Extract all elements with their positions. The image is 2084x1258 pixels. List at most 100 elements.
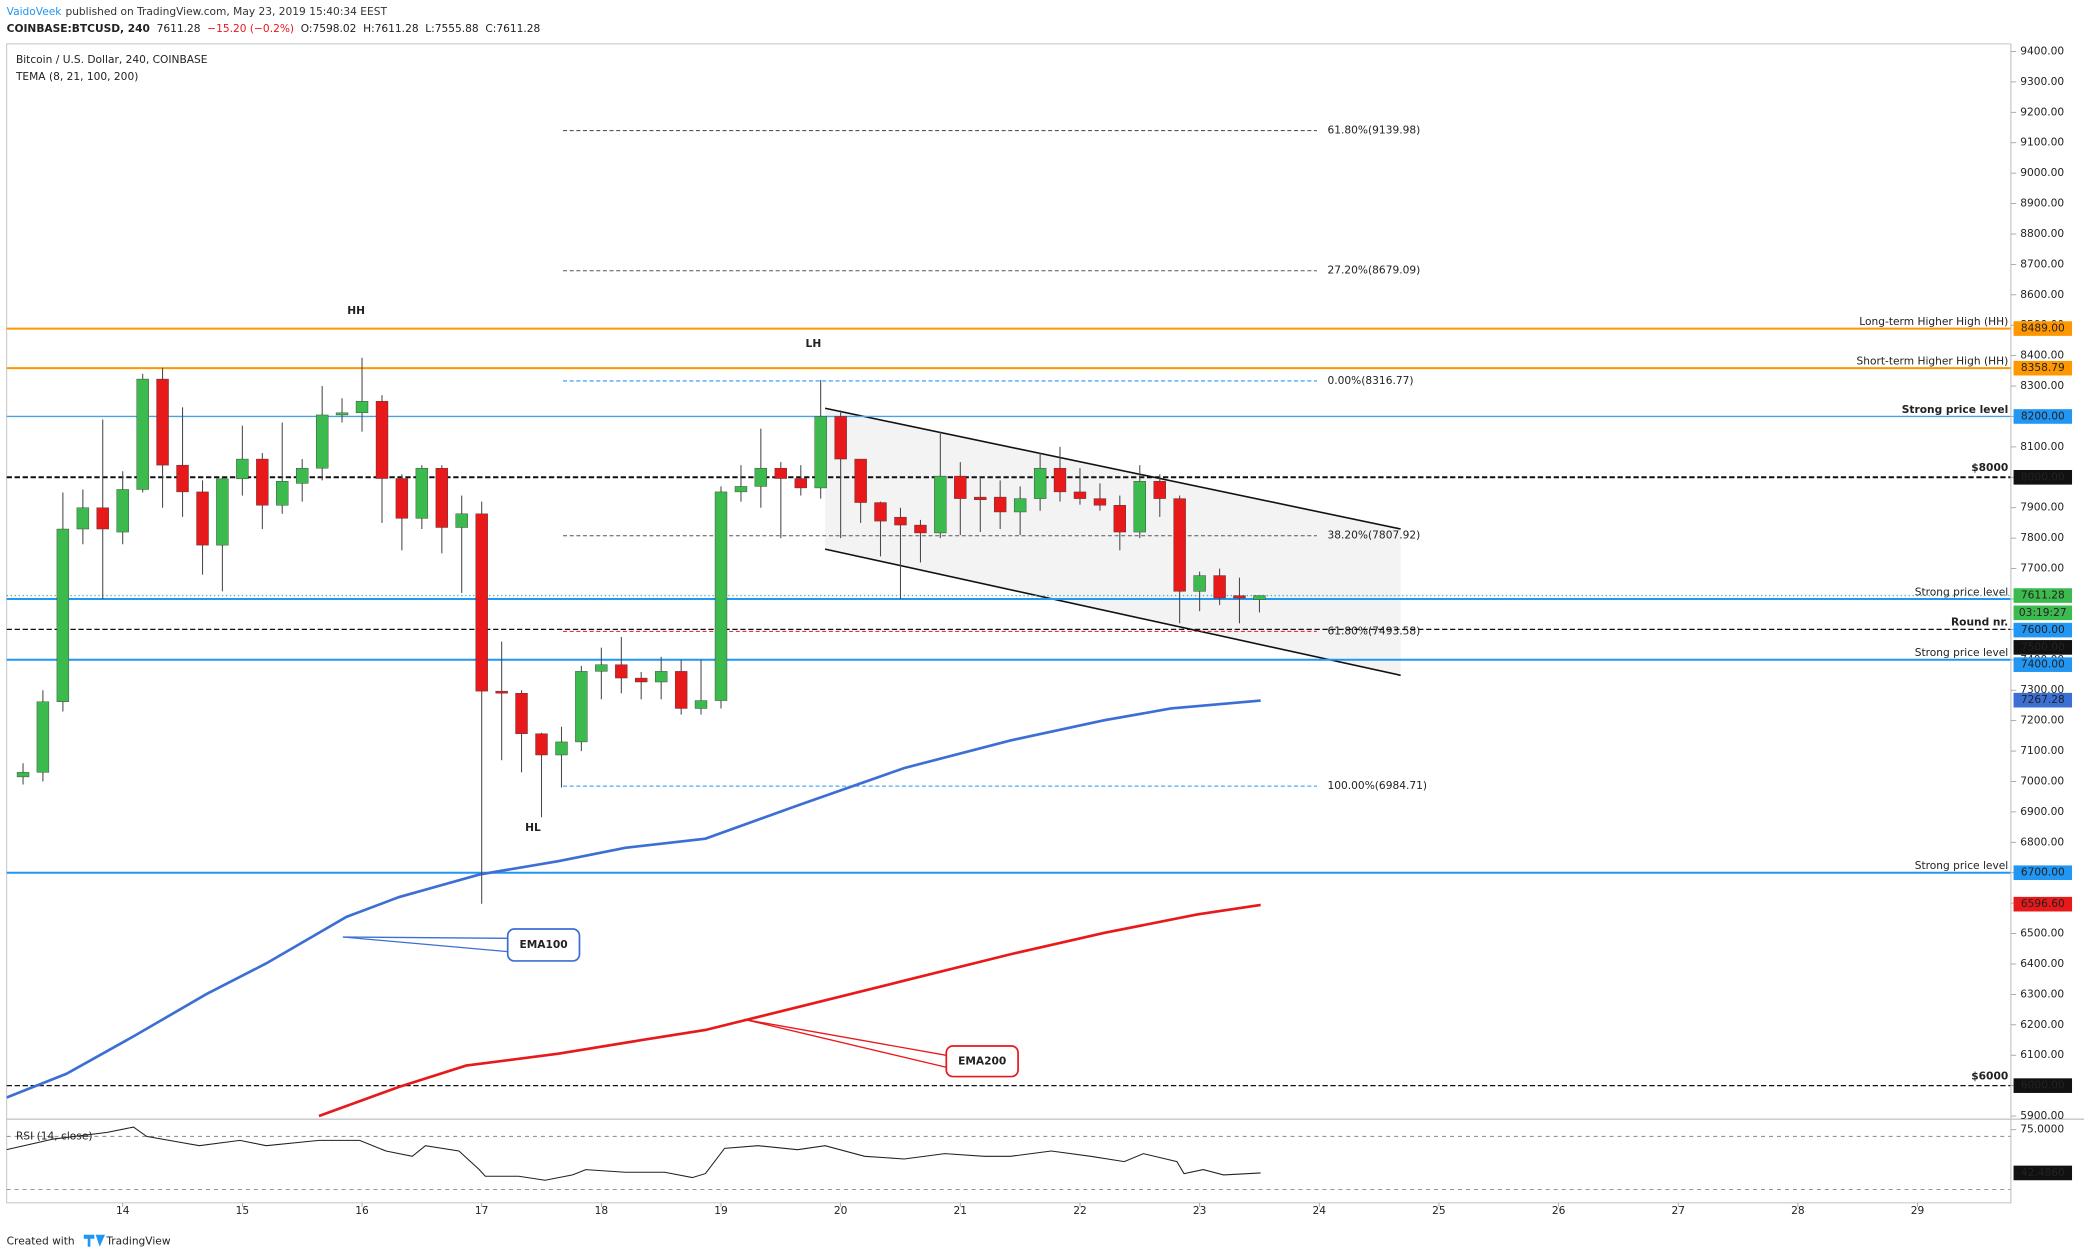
candle-body [734,486,748,493]
candle-body [435,467,449,528]
fib-label: 61.80%(7493.58) [1328,624,1421,637]
ema-line [6,699,1261,1099]
price-tag-label: 7600.00 [2021,623,2065,636]
candle-body [455,513,468,528]
candle-body [615,664,628,679]
y-tick-label: 9200.00 [2020,105,2064,118]
candle-body [96,507,109,530]
candle-body [1093,498,1107,506]
main-pane: 61.80%(9139.98) 27.20%(8679.09) 0.00%(8316… [6,124,2011,1118]
y-tick-label: 9000.00 [2020,166,2064,179]
rsi-y-tick-label: 75.0000 [2020,1123,2064,1136]
candle-body [794,478,807,489]
candle-body [954,475,967,499]
x-tick-label: 22 [1073,1204,1087,1217]
y-tick-label: 9300.00 [2020,75,2064,88]
price-level-label: Short-term Higher High (HH) [1857,355,2009,368]
candle-body [156,378,169,466]
candle-body [1233,595,1246,599]
candle-body [1033,467,1047,499]
price-tag-label: 8200.00 [2021,409,2065,422]
rsi-value-label: 42.4860 [2021,1166,2065,1179]
price-level-label: Long-term Higher High (HH) [1859,315,2008,328]
candle-body [136,378,149,490]
candle-body [1193,575,1206,592]
callout-text: EMA200 [958,1054,1006,1067]
countdown-label: 03:19:27 [2019,606,2067,619]
countdown-tag [2013,605,2073,621]
x-tick-label: 25 [1432,1204,1446,1217]
candle-body [256,458,269,506]
x-tick-label: 19 [714,1204,728,1217]
y-tick-label: 6500.00 [2020,927,2064,940]
channel-line [824,548,1401,677]
price-level-label: Strong price level [1915,646,2009,659]
y-tick-label: 8700.00 [2020,257,2064,270]
price-tag [2013,588,2073,603]
open: O:7598.02 [301,22,357,35]
fib-label: 27.20%(8679.09) [1328,264,1421,277]
x-tick-label: 21 [954,1204,968,1217]
author[interactable]: VaidoVeek [7,5,63,18]
candle-body [276,481,289,506]
y-tick-label: 8400.00 [2020,349,2064,362]
high: H:7611.28 [363,22,419,35]
callout-box [506,928,581,962]
x-tick-label: 14 [116,1204,130,1217]
price-tag [2013,409,2073,424]
y-tick-label: 8900.00 [2020,197,2064,210]
price-level-label: $6000 [1971,1069,2008,1082]
y-tick-label: 9400.00 [2020,44,2064,57]
candle-body [1173,498,1186,592]
candle-body [754,467,768,487]
price-tag-label: 8358.79 [2021,361,2065,374]
footer-brand[interactable]: TradingView [105,1234,171,1247]
candle-body [36,701,50,773]
x-tick-label: 24 [1313,1204,1327,1217]
candle-body [993,496,1007,513]
candle-body [495,690,508,694]
y-tick-label: 7700.00 [2020,562,2064,575]
candle-body [1253,595,1266,600]
price-level-label: $8000 [1971,461,2008,474]
y-tick-label: 7000.00 [2020,774,2064,787]
price-tag-label: 7400.00 [2021,658,2065,671]
indicator-title: TEMA (8, 21, 100, 200) [15,70,138,83]
published: published on TradingView.com, May 23, 20… [65,5,387,18]
y-tick-label: 5900.00 [2020,1109,2064,1122]
price-level-label: Strong price level [1902,403,2008,416]
price-tag [2013,321,2073,336]
symbol: COINBASE:BTCUSD, 240 [7,22,150,35]
pane-frame [6,43,2012,1204]
candle-body [834,416,847,460]
candle-body [316,414,329,469]
price-tag [2013,657,2073,672]
candle-body [1213,575,1226,599]
candle-body [1133,481,1146,533]
price-level-label: Strong price level [1915,859,2009,872]
candle-body [415,467,429,519]
channel-line [824,407,1401,530]
change: −15.20 (−0.2%) [207,22,294,35]
rsi-line [6,1126,1261,1181]
price-tag-label: 6000.00 [2021,1079,2065,1092]
candle-body [375,401,389,479]
y-tick-label: 6800.00 [2020,835,2064,848]
callout-text: EMA100 [519,938,567,951]
pattern-label: LH [806,337,822,350]
y-tick-label: 7200.00 [2020,714,2064,727]
x-tick-label: 18 [595,1204,609,1217]
price-tag [2013,692,2073,708]
candle-body [335,412,349,416]
candle-body [216,478,229,546]
candle-body [56,528,70,702]
price-tag [2013,622,2073,638]
candle-body [714,491,728,701]
price-tag [2013,896,2073,912]
price-tag-label: 7267.28 [2021,693,2065,706]
rsi-value-tag [2013,1165,2073,1181]
last-price: 7611.28 [157,22,201,35]
candle-body [196,491,209,546]
price-tag [2013,640,2073,655]
x-tick-label: 20 [834,1204,848,1217]
